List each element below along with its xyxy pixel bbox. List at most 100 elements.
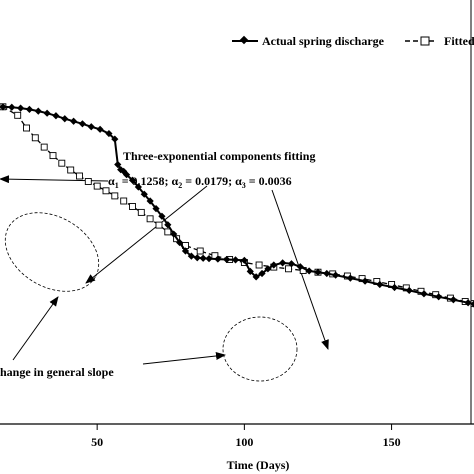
actual-point [332, 271, 340, 279]
actual-point [214, 255, 222, 263]
actual-point [223, 255, 231, 264]
x-tick-label: 100 [235, 435, 253, 449]
actual-point [435, 293, 443, 301]
annotation-slope-label: hange in general slope [0, 365, 114, 379]
actual-point [199, 254, 207, 262]
actual-point [187, 252, 195, 260]
fitted-point [111, 192, 119, 200]
actual-point [296, 263, 304, 271]
actual-point [279, 259, 287, 267]
legend-actual-label: Actual spring discharge [262, 34, 385, 48]
fitted-point [102, 187, 110, 195]
fitted-point [84, 178, 92, 185]
actual-point [43, 109, 51, 117]
actual-point [264, 265, 272, 273]
legend-fitted-label: Fitted [444, 34, 474, 48]
actual-point [470, 300, 474, 308]
actual-point [0, 103, 7, 111]
actual-point [270, 261, 278, 269]
actual-point [111, 135, 119, 143]
actual-point [134, 183, 142, 191]
x-tick-group: 50 100 150 [91, 424, 401, 449]
actual-point [128, 176, 137, 184]
actual-point [246, 267, 254, 275]
actual-point [61, 115, 69, 123]
arrow-alpha-to-curve [85, 185, 208, 284]
actual-point [464, 299, 472, 307]
actual-point [70, 117, 78, 125]
actual-point [240, 256, 248, 264]
actual-point [231, 256, 240, 264]
actual-point [449, 296, 457, 304]
actual-point [258, 269, 266, 278]
actual-point [420, 290, 428, 298]
series-line-fitted [2, 106, 474, 305]
actual-point [87, 123, 95, 131]
actual-point [287, 260, 296, 268]
actual-point [122, 171, 131, 179]
arrow-title-left [0, 175, 109, 184]
fitted-point [49, 152, 57, 160]
actual-point [158, 212, 166, 220]
actual-point [8, 103, 16, 111]
actual-point [305, 267, 313, 275]
fitted-point [164, 228, 172, 236]
actual-point [175, 238, 184, 247]
fitted-point [129, 203, 136, 210]
actual-point [205, 255, 213, 263]
actual-point [376, 280, 384, 289]
actual-point [252, 273, 260, 281]
actual-point [314, 268, 322, 276]
fitted-point [137, 208, 145, 216]
actual-point [193, 254, 201, 262]
fitted-point [155, 221, 163, 229]
annotation-title: Three-exponential components fitting [123, 149, 315, 163]
actual-point [152, 205, 160, 213]
actual-point [96, 125, 104, 133]
fitted-point [23, 124, 30, 132]
arrow-slope-to-mid [142, 352, 226, 365]
actual-point [405, 286, 413, 295]
x-axis-label: Time (Days) [227, 458, 290, 472]
fitted-point [40, 143, 48, 151]
actual-point [361, 277, 369, 285]
fitted-point [31, 134, 39, 142]
legend-fitted-marker [420, 36, 430, 46]
actual-point [346, 274, 354, 282]
actual-point [17, 104, 25, 112]
ellipse-early-region [4, 212, 100, 292]
fitted-point [285, 265, 292, 273]
actual-point [105, 129, 113, 138]
fitted-point [76, 172, 83, 180]
actual-point [52, 112, 60, 120]
legend-actual-marker [239, 35, 249, 45]
series-line-actual [2, 105, 474, 305]
actual-point [34, 107, 42, 115]
actual-point [170, 230, 178, 238]
actual-point [78, 120, 87, 128]
actual-point [114, 160, 122, 169]
fitted-point [93, 182, 101, 190]
fitted-point [146, 215, 154, 223]
fitted-point [14, 111, 22, 119]
fitted-point [196, 247, 204, 255]
x-tick-label: 50 [91, 435, 103, 449]
arrow-slope-to-early [12, 296, 59, 361]
fitted-point [255, 261, 263, 269]
actual-point [25, 105, 34, 113]
legend: Actual spring discharge Fitted [232, 34, 474, 48]
series-layer [0, 103, 474, 308]
actual-point [390, 283, 399, 292]
actual-point [323, 269, 331, 278]
fitted-point [120, 197, 128, 205]
fitted-point [67, 166, 75, 174]
annotation-alpha-line: α1 = 0.1258; α2 = 0.0179; α3 = 0.0036 [108, 174, 292, 190]
x-tick-label: 150 [383, 435, 401, 449]
actual-point [181, 247, 190, 255]
actual-point [140, 190, 148, 198]
fitted-point [58, 159, 66, 167]
ellipse-mid-region [222, 316, 298, 382]
actual-point [146, 197, 154, 205]
actual-point [164, 221, 172, 229]
